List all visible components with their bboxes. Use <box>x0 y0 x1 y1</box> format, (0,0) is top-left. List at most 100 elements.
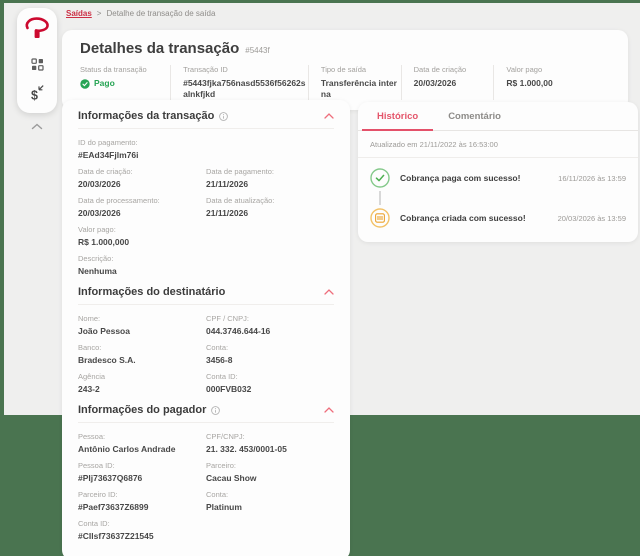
sidebar: $ <box>17 8 57 113</box>
section-header: Informações do pagador <box>78 404 334 423</box>
field-label: Agência <box>78 372 106 381</box>
event-text: Cobrança paga com sucesso! <box>400 173 521 183</box>
field-value: Cacau Show <box>206 473 257 483</box>
svg-text:$: $ <box>31 89 38 102</box>
field: Parceiro: Cacau Show <box>206 461 334 483</box>
field-value: #EAd34Fjlm76i <box>78 150 139 160</box>
field-label: Banco: <box>78 343 102 352</box>
stat-value: #5443fjka756nasd5536f56262salnkfjkd <box>183 78 308 100</box>
dashboard-grid-icon[interactable] <box>30 58 44 71</box>
chevron-up-icon[interactable] <box>324 407 334 413</box>
field: Agência 243-2 <box>78 372 206 394</box>
field: Banco: Bradesco S.A. <box>78 343 206 365</box>
timeline-connector <box>379 191 381 205</box>
check-circle-icon <box>370 168 390 188</box>
field-row: ID do pagamento: #EAd34Fjlm76i <box>78 138 334 160</box>
event-date: 20/03/2026 às 13:59 <box>557 213 626 223</box>
info-section: Informações do destinatário Nome: João P… <box>78 286 334 394</box>
section-title: Informações da transação <box>78 110 215 122</box>
breadcrumb-separator: > <box>96 9 102 18</box>
field: CPF / CNPJ: 044.3746.644-16 <box>206 314 334 336</box>
field-value: #CIlsf73637Z21545 <box>78 531 154 541</box>
header-stat: Transação ID #5443fjka756nasd5536f56262s… <box>170 65 308 100</box>
field-value: #Paef73637Z6899 <box>78 502 149 512</box>
field-value: Bradesco S.A. <box>78 355 136 365</box>
field-row: Valor pago: R$ 1.000,000 <box>78 225 334 247</box>
field-label: Nome: <box>78 314 101 323</box>
transfer-money-icon[interactable]: $ <box>30 84 45 101</box>
field-value: João Pessoa <box>78 326 130 336</box>
field-row: Agência 243-2 Conta ID: 000FVB032 <box>78 372 334 394</box>
breadcrumb-link-saidas[interactable]: Saídas <box>66 9 92 18</box>
event-text: Cobrança criada com sucesso! <box>400 213 526 223</box>
info-icon[interactable] <box>211 405 221 415</box>
header-stat: Data de criação 20/03/2026 <box>400 65 494 100</box>
field-label: Data de processamento: <box>78 196 160 205</box>
info-section: Informações da transação ID do pagamento… <box>78 110 334 276</box>
field-label: Conta ID: <box>206 372 238 381</box>
field-label: Conta: <box>206 490 229 499</box>
stat-value-text: Transferência interna <box>320 78 397 99</box>
field-value: Nenhuma <box>78 266 117 276</box>
field: ID do pagamento: #EAd34Fjlm76i <box>78 138 206 160</box>
section-header: Informações da transação <box>78 110 334 129</box>
stat-value-text: R$ 1.000,00 <box>506 78 553 88</box>
stat-value: 20/03/2026 <box>414 78 494 89</box>
stat-label: Data de criação <box>413 65 467 74</box>
field-label: CPF / CNPJ: <box>206 314 249 323</box>
field: Conta ID: #CIlsf73637Z21545 <box>78 519 206 541</box>
field-value: Antônio Carlos Andrade <box>78 444 176 454</box>
info-icon[interactable] <box>219 111 229 121</box>
field-label: Conta: <box>206 343 229 352</box>
field-row: Nome: João Pessoa CPF / CNPJ: 044.3746.6… <box>78 314 334 336</box>
page-title: Detalhes da transação <box>80 40 240 57</box>
field: Data de pagamento: 21/11/2026 <box>206 167 334 189</box>
section-header: Informações do destinatário <box>78 286 334 305</box>
field-label: Data de atualização: <box>206 196 275 205</box>
field-row: Data de criação: 20/03/2026 Data de paga… <box>78 167 334 189</box>
field-label: Pessoa ID: <box>78 461 115 470</box>
stat-label: Status da transação <box>80 65 147 74</box>
section-fields: Nome: João Pessoa CPF / CNPJ: 044.3746.6… <box>78 314 334 394</box>
field-value: #PIj73637Q6876 <box>78 473 143 483</box>
field-row: Banco: Bradesco S.A. Conta: 3456-8 <box>78 343 334 365</box>
header-stat: Valor pago R$ 1.000,00 <box>493 65 610 100</box>
field: Data de processamento: 20/03/2026 <box>78 196 206 218</box>
tab-comentario[interactable]: Comentário <box>448 111 501 122</box>
bradesco-logo[interactable] <box>24 16 50 45</box>
field: CPF/CNPJ: 21. 332. 453/0001-05 <box>206 432 334 454</box>
section-fields: Pessoa: Antônio Carlos Andrade CPF/CNPJ:… <box>78 432 334 541</box>
field: Descrição: Nenhuma <box>78 254 206 276</box>
field-value: 243-2 <box>78 384 100 394</box>
check-circle-icon <box>80 78 90 89</box>
header-stats: Status da transação Pago Transação ID #5… <box>80 65 610 100</box>
field-value: 21/11/2026 <box>206 179 249 189</box>
stat-value-text: 20/03/2026 <box>413 78 457 88</box>
stat-label: Transação ID <box>183 65 228 74</box>
barcode-circle-icon <box>370 208 390 228</box>
timeline-event: Cobrança criada com sucesso! 20/03/2026 … <box>370 208 626 228</box>
history-panel: Histórico Comentário Atualizado em 21/11/… <box>358 102 638 242</box>
field-value: 20/03/2026 <box>78 208 121 218</box>
header-stat: Status da transação Pago <box>80 65 170 100</box>
field-label: Parceiro: <box>206 461 237 470</box>
field-label: Parceiro ID: <box>78 490 118 499</box>
field-label: Conta ID: <box>78 519 110 528</box>
chevron-up-icon[interactable] <box>324 113 334 119</box>
field-label: Data de pagamento: <box>206 167 274 176</box>
field: Data de atualização: 21/11/2026 <box>206 196 334 218</box>
field-label: Valor pago: <box>78 225 116 234</box>
field: Data de criação: 20/03/2026 <box>78 167 206 189</box>
field-row: Pessoa: Antônio Carlos Andrade CPF/CNPJ:… <box>78 432 334 454</box>
field-value: Platinum <box>206 502 242 512</box>
tab-historico[interactable]: Histórico <box>362 102 434 131</box>
breadcrumb-current: Detalhe de transação de saída <box>106 9 216 18</box>
field: Valor pago: R$ 1.000,000 <box>78 225 206 247</box>
field: Nome: João Pessoa <box>78 314 206 336</box>
field-row: Descrição: Nenhuma <box>78 254 334 276</box>
chevron-up-icon[interactable] <box>31 117 43 135</box>
field-row: Conta ID: #CIlsf73637Z21545 <box>78 519 334 541</box>
field-row: Parceiro ID: #Paef73637Z6899 Conta: Plat… <box>78 490 334 512</box>
chevron-up-icon[interactable] <box>324 289 334 295</box>
section-title: Informações do destinatário <box>78 286 226 298</box>
